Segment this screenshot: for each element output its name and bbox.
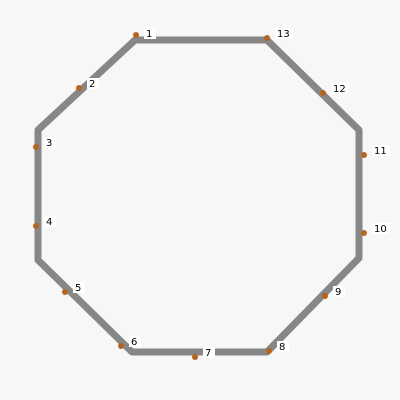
point-1: 1 [133,28,156,40]
point-label: 4 [46,217,52,228]
point-label-background [44,216,56,227]
point-4: 4 [33,216,56,229]
point-marker [118,343,124,349]
point-label-background [87,78,99,89]
octagon-outline [34,36,363,356]
point-label-background [275,28,293,39]
point-label: 7 [205,348,211,359]
point-label: 8 [279,342,285,353]
point-6: 6 [118,336,141,349]
point-label: 6 [131,337,137,348]
point-marker [264,35,270,41]
point-label-background [73,282,85,293]
point-marker [62,289,68,295]
point-label-background [333,286,345,297]
point-label-background [331,83,349,94]
point-label: 5 [75,283,81,294]
point-3: 3 [33,137,56,150]
point-label-background [144,28,156,39]
point-9: 9 [322,286,345,299]
point-marker [361,230,367,236]
point-label: 1 [146,29,152,40]
point-marker [320,90,326,96]
point-marker [76,85,82,91]
point-label-background [129,336,141,347]
point-13: 13 [264,28,293,41]
point-12: 12 [320,83,349,96]
point-marker [33,144,39,150]
point-label-background [277,341,289,352]
point-marker [266,348,272,354]
point-label: 2 [89,79,95,90]
point-marker [133,32,139,38]
point-11: 11 [361,145,390,158]
point-label-background [44,137,56,148]
point-label: 12 [333,84,346,95]
point-label: 9 [335,287,341,298]
point-label-background [203,347,215,358]
point-label: 11 [374,146,387,157]
point-marker [322,293,328,299]
point-10: 10 [361,223,390,236]
point-label-background [372,223,390,234]
point-marker [33,223,39,229]
point-marker [361,152,367,158]
point-7: 7 [192,347,215,360]
point-2: 2 [76,78,99,91]
point-marker [192,354,198,360]
point-label: 13 [277,29,290,40]
point-label-background [372,145,390,156]
point-label: 10 [374,224,387,235]
point-8: 8 [266,341,289,354]
point-5: 5 [62,282,85,295]
point-label: 3 [46,138,52,149]
